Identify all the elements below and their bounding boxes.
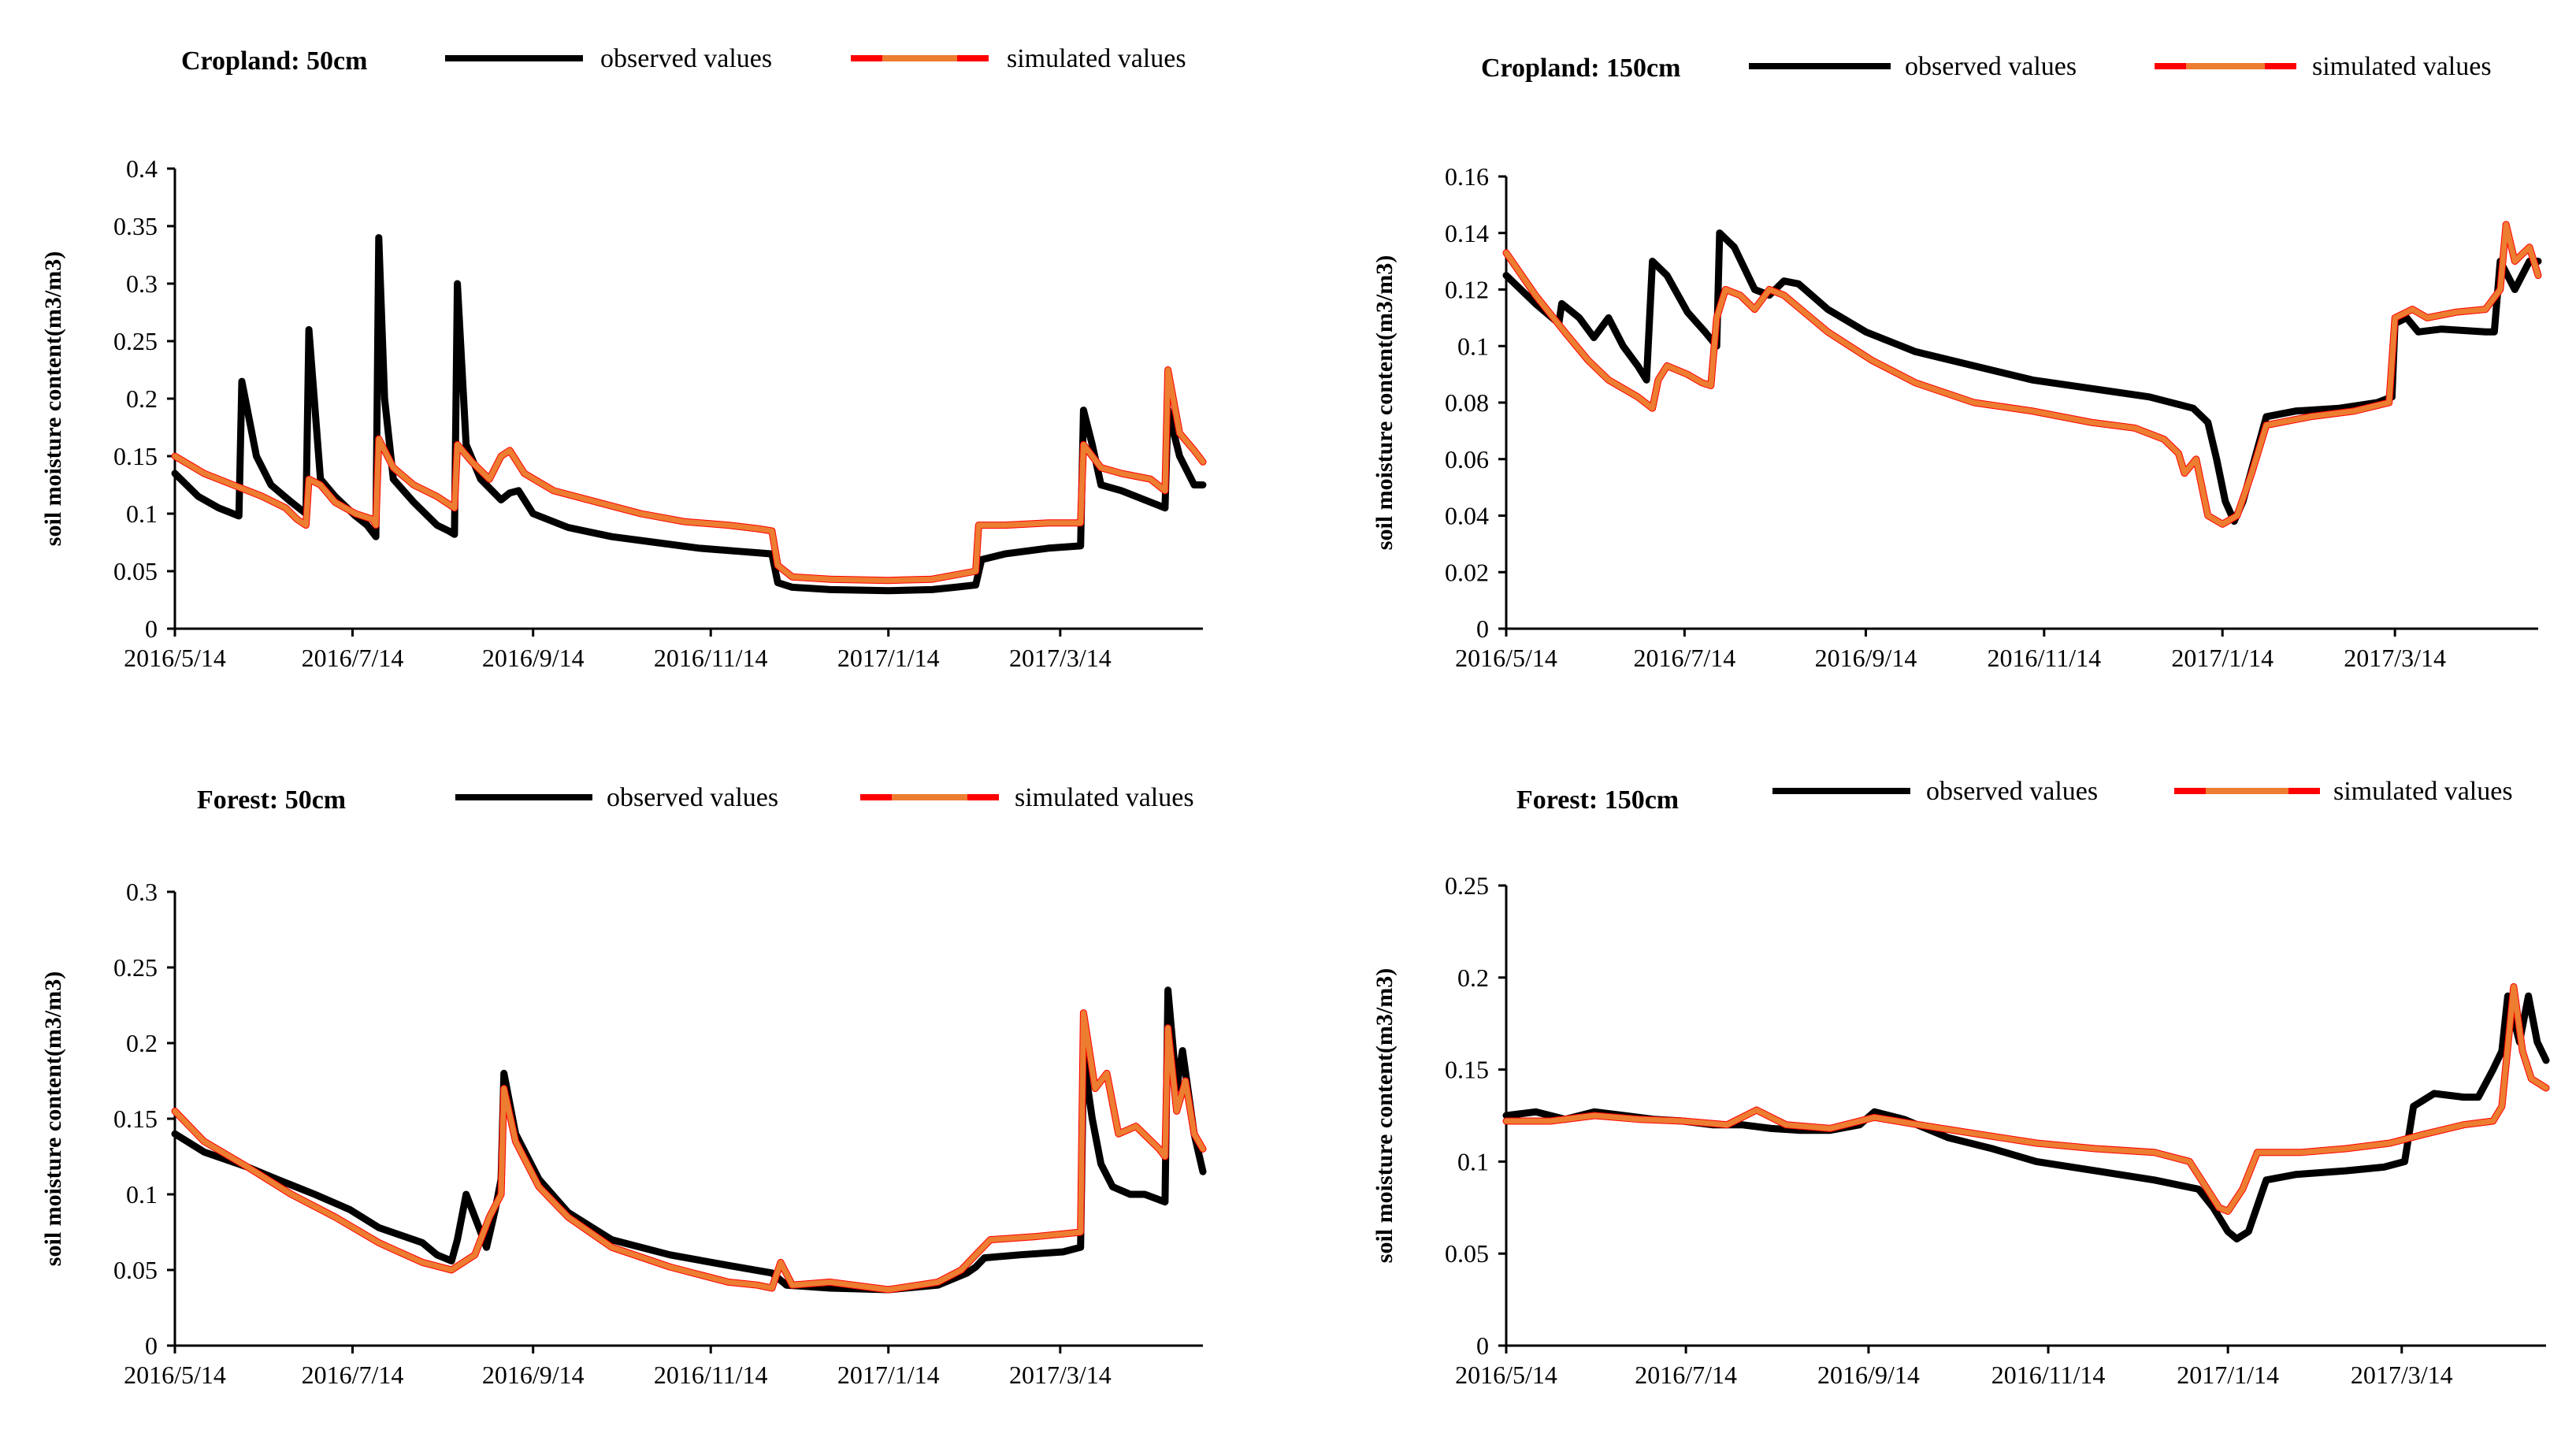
y-axis-label: soil moisture content(m3/m3) xyxy=(1372,255,1397,550)
panel-4: Forest: 150cm observed values simulated va… xyxy=(1372,777,2550,1389)
x-tick-label: 2016/7/14 xyxy=(302,644,404,672)
panel-1: Cropland: 50cm observed values simulated v… xyxy=(40,44,1207,672)
y-tick-label: 0.16 xyxy=(1445,162,1489,191)
x-tick-label: 2016/5/14 xyxy=(124,644,226,672)
series-line-simulated xyxy=(172,367,1206,584)
legend-label-observed: observed values xyxy=(1926,777,2098,806)
y-tick-label: 0.3 xyxy=(126,878,158,906)
x-tick-label: 2016/9/14 xyxy=(1815,644,1917,672)
series-line-observed xyxy=(171,234,1207,595)
legend-label-observed: observed values xyxy=(600,44,772,73)
y-tick-label: 0 xyxy=(145,615,158,643)
x-tick-label: 2016/5/14 xyxy=(1455,644,1557,672)
y-tick-label: 0 xyxy=(1476,615,1489,643)
series-line-observed xyxy=(171,986,1207,1294)
y-tick-label: 0.2 xyxy=(126,384,158,413)
series-line-simulated xyxy=(172,1010,1206,1293)
x-tick-label: 2017/3/14 xyxy=(1009,644,1112,672)
chart-title: Forest: 150cm xyxy=(1516,785,1679,815)
series-line-observed xyxy=(1502,229,2542,525)
y-tick-label: 0.15 xyxy=(113,1105,158,1133)
legend-label-simulated: simulated values xyxy=(2333,777,2513,806)
y-tick-label: 0.2 xyxy=(126,1029,158,1057)
chart-title: Forest: 50cm xyxy=(197,785,346,815)
y-axis-label: soil moisture content(m3/m3) xyxy=(40,971,66,1266)
y-tick-label: 0.1 xyxy=(126,499,158,528)
series-line-simulated-edge xyxy=(171,1009,1207,1294)
y-tick-label: 0.25 xyxy=(1445,871,1489,900)
series-line-simulated xyxy=(1503,221,2541,527)
y-tick-label: 0.4 xyxy=(126,154,158,183)
y-tick-label: 0.05 xyxy=(113,1256,158,1284)
legend-label-simulated: simulated values xyxy=(1007,44,1186,73)
chart-title: Cropland: 50cm xyxy=(181,46,367,76)
y-tick-label: 0 xyxy=(145,1331,158,1360)
legend-label-observed: observed values xyxy=(1905,52,2077,81)
x-tick-label: 2016/11/14 xyxy=(1991,1361,2106,1389)
y-tick-label: 0.1 xyxy=(1457,332,1489,360)
y-tick-label: 0.1 xyxy=(1457,1147,1489,1175)
y-tick-label: 0.1 xyxy=(126,1180,158,1209)
series-line-simulated xyxy=(1503,984,2549,1214)
x-tick-label: 2016/5/14 xyxy=(1455,1361,1557,1389)
y-axis-label: soil moisture content(m3/m3) xyxy=(1372,968,1397,1263)
x-tick-label: 2016/7/14 xyxy=(1635,1361,1737,1389)
x-tick-label: 2016/9/14 xyxy=(482,1361,585,1389)
x-tick-label: 2016/9/14 xyxy=(482,644,585,672)
x-tick-label: 2017/3/14 xyxy=(2344,644,2446,672)
x-tick-label: 2017/1/14 xyxy=(837,1361,940,1389)
x-tick-label: 2017/3/14 xyxy=(2351,1361,2453,1389)
x-tick-label: 2016/11/14 xyxy=(654,1361,768,1389)
y-tick-label: 0.05 xyxy=(1445,1239,1489,1268)
y-axis-label: soil moisture content(m3/m3) xyxy=(40,251,66,546)
x-tick-label: 2016/9/14 xyxy=(1817,1361,1920,1389)
y-tick-label: 0.04 xyxy=(1445,502,1489,530)
y-tick-label: 0.08 xyxy=(1445,388,1489,417)
y-tick-label: 0.25 xyxy=(113,327,158,355)
y-tick-label: 0.15 xyxy=(1445,1056,1489,1084)
panel-3: Forest: 50cm observed values simulated val… xyxy=(40,783,1207,1389)
x-tick-label: 2017/1/14 xyxy=(837,644,940,672)
x-tick-label: 2016/7/14 xyxy=(302,1361,404,1389)
x-tick-label: 2017/1/14 xyxy=(2177,1361,2279,1389)
chart-title: Cropland: 150cm xyxy=(1481,54,1680,83)
x-tick-label: 2016/5/14 xyxy=(124,1361,226,1389)
y-tick-label: 0 xyxy=(1476,1331,1489,1360)
y-tick-label: 0.15 xyxy=(113,442,158,470)
y-tick-label: 0.06 xyxy=(1445,445,1489,473)
x-tick-label: 2017/3/14 xyxy=(1009,1361,1112,1389)
legend-label-simulated: simulated values xyxy=(1015,783,1194,812)
y-tick-label: 0.12 xyxy=(1445,276,1489,304)
x-tick-label: 2016/11/14 xyxy=(654,644,768,672)
y-tick-label: 0.25 xyxy=(113,953,158,982)
panel-2: Cropland: 150cm observed values simulated … xyxy=(1372,52,2542,672)
y-tick-label: 0.14 xyxy=(1445,219,1489,247)
series-line-simulated-edge xyxy=(1502,983,2550,1215)
y-tick-label: 0.2 xyxy=(1457,964,1489,992)
x-tick-label: 2016/11/14 xyxy=(1988,644,2102,672)
y-tick-label: 0.35 xyxy=(113,212,158,240)
y-tick-label: 0.02 xyxy=(1445,558,1489,586)
x-tick-label: 2016/7/14 xyxy=(1633,644,1735,672)
y-tick-label: 0.3 xyxy=(126,269,158,298)
legend-label-observed: observed values xyxy=(607,783,778,812)
legend-label-simulated: simulated values xyxy=(2312,52,2492,81)
y-tick-label: 0.05 xyxy=(113,557,158,585)
x-tick-label: 2017/1/14 xyxy=(2171,644,2273,672)
